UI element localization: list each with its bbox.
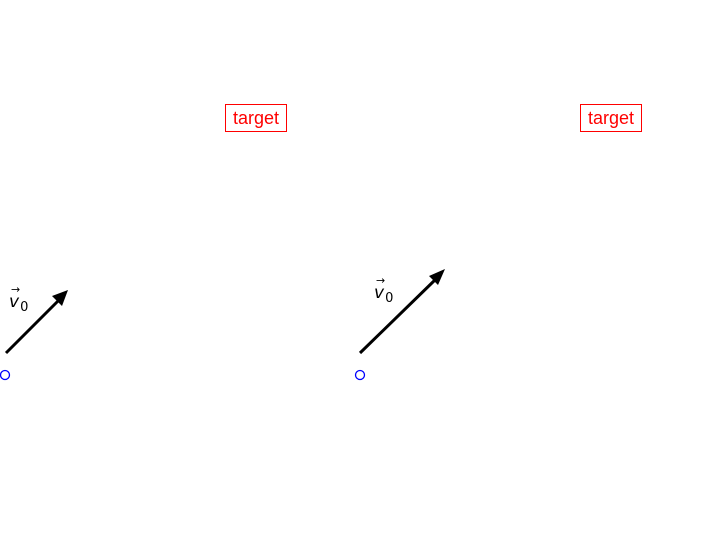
- velocity-vector-diagram: [354, 269, 445, 381]
- scene-panel-right: target v0 →: [351, 0, 702, 544]
- vector-subscript: 0: [385, 291, 394, 306]
- vector-symbol: v: [374, 283, 385, 303]
- arrowhead-icon: [52, 290, 68, 306]
- scene-panel-left: target v0 →: [0, 104, 288, 381]
- arrowhead-icon: [429, 269, 445, 285]
- vector-subscript: 0: [20, 300, 29, 315]
- vector-arrow-accent-icon: →: [11, 283, 21, 296]
- target-label: target: [580, 104, 643, 132]
- velocity-vector-arrow: [4, 297, 62, 355]
- launch-origin-marker: [354, 369, 366, 381]
- initial-velocity-label: v0 →: [374, 274, 394, 306]
- velocity-vector-arrow: [358, 276, 439, 355]
- velocity-vector-diagram: [0, 290, 68, 381]
- target-label: target: [225, 104, 288, 132]
- initial-velocity-label: v0 →: [9, 283, 29, 315]
- vector-symbol: v: [9, 292, 20, 312]
- vector-arrow-accent-icon: →: [376, 274, 386, 287]
- launch-origin-marker: [0, 369, 11, 381]
